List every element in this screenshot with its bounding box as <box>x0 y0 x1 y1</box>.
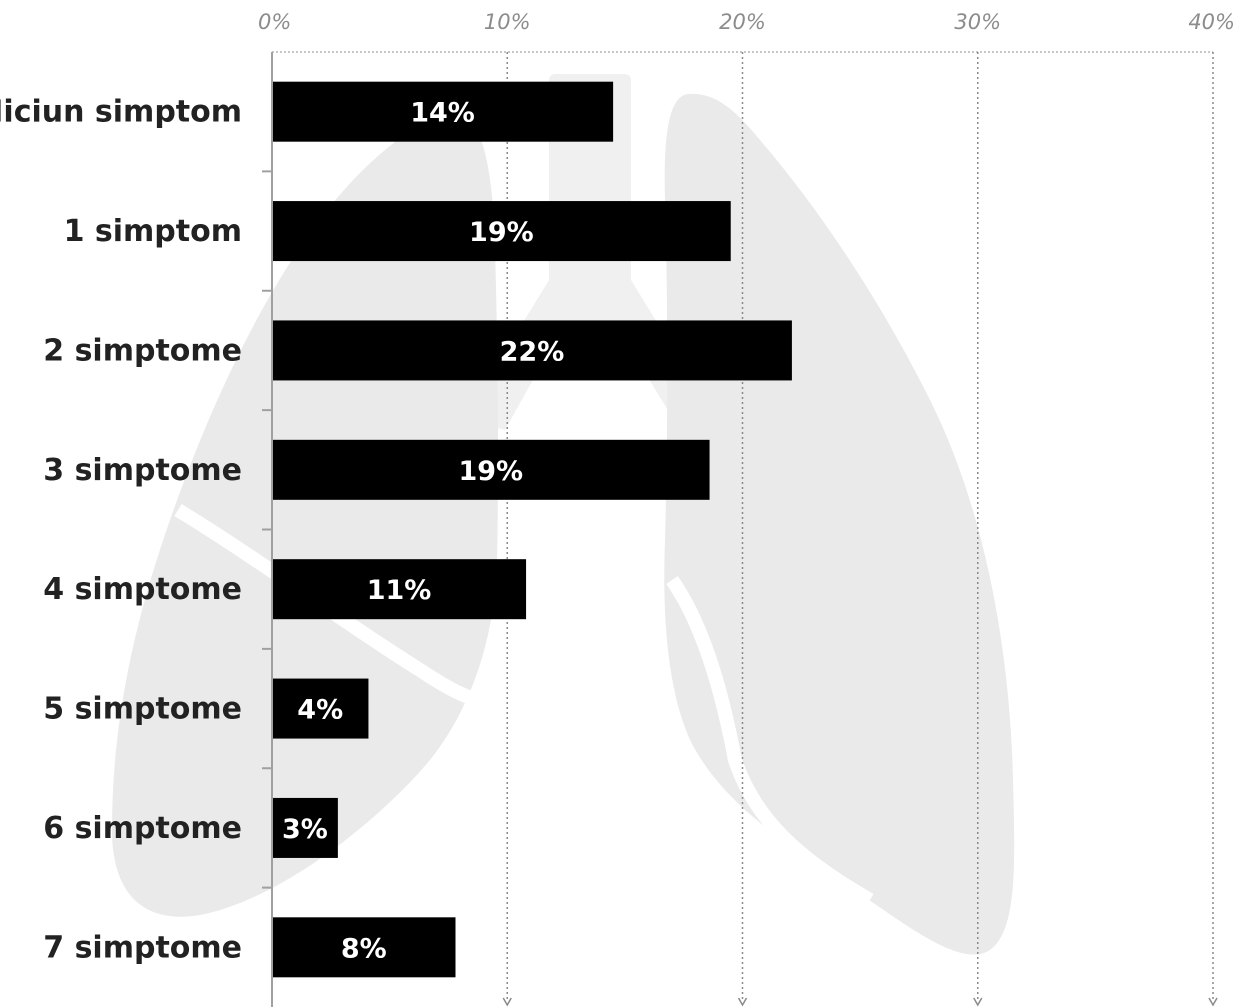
category-label: Niciun simptom <box>0 95 242 130</box>
category-label: 3 simptome <box>43 453 242 488</box>
category-label: 6 simptome <box>43 811 242 846</box>
bar-value-label: 11% <box>367 575 432 606</box>
bar <box>272 439 710 500</box>
lungs-icon <box>112 74 1015 955</box>
bar-value-label: 19% <box>469 217 534 248</box>
gridline-arrow-icon <box>1208 997 1218 1007</box>
bar-value-label: 14% <box>410 98 475 129</box>
category-label: 2 simptome <box>43 333 242 368</box>
gridline-arrow-icon <box>973 997 983 1007</box>
x-gridlines <box>502 52 1218 1007</box>
bar-value-label: 22% <box>500 336 565 367</box>
x-tick-label: 10% <box>484 10 531 34</box>
bar <box>272 201 731 262</box>
bar-value-label: 19% <box>458 456 523 487</box>
bar <box>272 917 456 978</box>
bar <box>272 797 338 858</box>
gridline-arrow-icon <box>502 997 512 1007</box>
category-label: 4 simptome <box>43 572 242 607</box>
x-tick-label: 30% <box>954 10 1001 34</box>
bar-value-label: 8% <box>341 933 387 964</box>
x-tick-label: 40% <box>1188 10 1235 34</box>
bar <box>272 678 369 739</box>
category-label: 1 simptom <box>64 214 242 249</box>
bar-value-label: 3% <box>282 814 328 845</box>
bar <box>272 320 792 381</box>
gridline-arrow-icon <box>737 997 748 1007</box>
y-axis-ticks <box>262 170 272 889</box>
bar-value-label: 4% <box>297 695 343 726</box>
bar <box>272 81 614 142</box>
bars: 14% 19% 22% 19% 11% 4% 3% 8% <box>272 81 792 978</box>
x-axis-ticks: 0% 10% 20% 30% 40% <box>258 10 1235 34</box>
category-labels: Niciun simptom 1 simptom 2 simptome 3 simpt… <box>0 95 242 966</box>
x-tick-label: 20% <box>719 10 766 34</box>
category-label: 7 simptome <box>43 930 242 965</box>
category-label: 5 simptome <box>43 692 242 727</box>
bar <box>272 559 527 620</box>
x-tick-label: 0% <box>258 10 291 34</box>
